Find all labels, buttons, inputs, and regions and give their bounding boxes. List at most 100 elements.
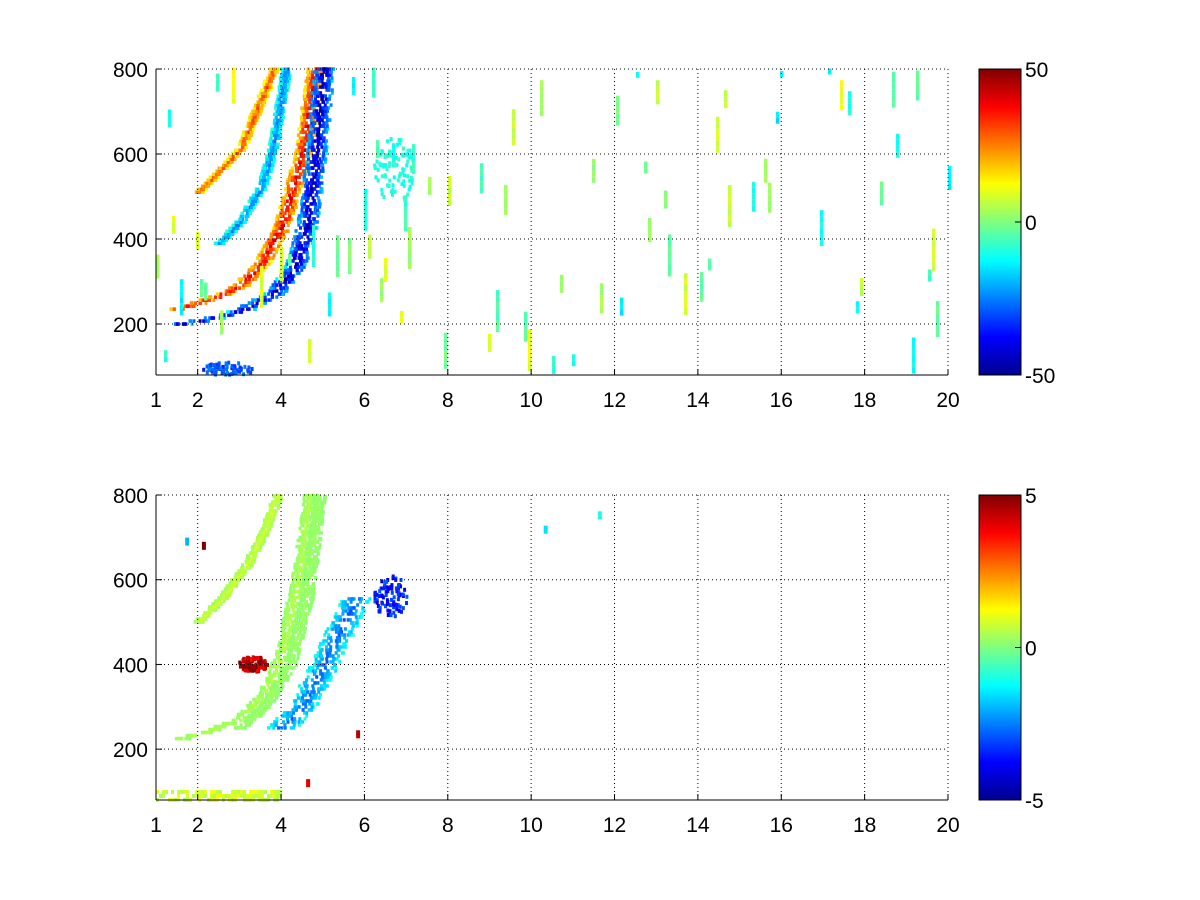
heatmap-cell xyxy=(225,229,229,233)
heatmap-cell xyxy=(317,498,320,502)
heatmap-cell xyxy=(231,292,235,296)
heatmap-cell xyxy=(310,202,314,206)
heatmap-cell xyxy=(303,205,307,209)
heatmap-cell xyxy=(198,298,202,302)
grid-lines xyxy=(156,68,949,375)
heatmap-cell xyxy=(312,100,316,104)
heatmap-cell xyxy=(226,157,230,161)
heatmap-cell xyxy=(319,672,323,676)
heatmap-cell xyxy=(263,85,267,89)
heatmap-cell xyxy=(309,127,312,131)
heatmap-cells xyxy=(156,67,952,377)
heatmap-cell xyxy=(301,627,305,631)
heatmap-cell xyxy=(287,187,290,191)
heatmap-cell xyxy=(312,525,316,529)
heatmap-cell xyxy=(319,693,322,697)
heatmap-cell xyxy=(289,247,293,251)
heatmap-cell xyxy=(281,202,285,206)
heatmap-cell xyxy=(311,172,315,176)
heatmap-cell xyxy=(384,258,388,264)
heatmap-cell xyxy=(390,189,393,194)
heatmap-cell xyxy=(270,676,274,681)
heatmap-cell xyxy=(298,544,301,549)
heatmap-cell xyxy=(316,100,320,104)
heatmap-cell xyxy=(269,664,272,669)
heatmap-cell xyxy=(280,264,284,271)
heatmap-cell xyxy=(315,73,319,77)
heatmap-cell xyxy=(318,495,322,499)
heatmap-cell xyxy=(283,274,287,278)
heatmap-cell xyxy=(543,525,548,534)
heatmap-cell xyxy=(892,101,896,108)
heatmap-cell xyxy=(300,211,304,215)
heatmap-cell xyxy=(284,283,288,287)
heatmap-cell xyxy=(244,668,248,673)
heatmap-cell xyxy=(309,124,313,128)
heatmap-cell xyxy=(220,316,224,323)
heatmap-cell xyxy=(306,97,310,101)
heatmap-cell xyxy=(304,223,308,227)
heatmap-cell xyxy=(285,616,289,621)
heatmap-cell xyxy=(323,666,327,670)
heatmap-cell xyxy=(266,76,270,80)
heatmap-cell xyxy=(304,579,308,583)
heatmap-cell xyxy=(224,721,228,726)
heatmap-cell xyxy=(249,133,253,137)
heatmap-cell xyxy=(384,270,388,276)
heatmap-cell xyxy=(291,574,295,579)
heatmap-cell xyxy=(257,268,261,272)
heatmap-cell xyxy=(300,550,304,555)
heatmap-cell xyxy=(267,298,271,302)
heatmap-cell xyxy=(314,211,318,215)
heatmap-cell xyxy=(298,136,302,140)
heatmap-cell xyxy=(273,118,277,122)
heatmap-cell xyxy=(279,100,283,104)
heatmap-cell xyxy=(248,115,252,119)
heatmap-cell xyxy=(316,504,320,508)
heatmap-cell xyxy=(616,107,620,114)
heatmap-cell xyxy=(285,601,289,606)
heatmap-cell xyxy=(202,319,206,323)
heatmap-cell xyxy=(572,360,576,367)
heatmap-cell xyxy=(312,519,316,523)
heatmap-cell xyxy=(341,651,345,655)
heatmap-cell xyxy=(286,181,290,185)
heatmap-cell xyxy=(316,549,320,553)
heatmap-cell xyxy=(488,333,492,340)
heatmap-cell xyxy=(296,571,300,576)
heatmap-cell xyxy=(528,329,532,336)
heatmap-cell xyxy=(290,175,294,179)
heatmap-cell xyxy=(284,280,288,284)
heatmap-cell xyxy=(302,496,306,501)
heatmap-cell xyxy=(293,565,297,570)
heatmap-cell xyxy=(302,130,306,134)
heatmap-cell xyxy=(312,106,316,110)
heatmap-cell xyxy=(281,238,285,242)
heatmap-cell xyxy=(298,717,302,721)
heatmap-cell xyxy=(238,280,242,284)
heatmap-cell xyxy=(209,611,213,615)
heatmap-cell xyxy=(291,583,295,588)
heatmap-cell xyxy=(386,600,390,604)
heatmap-cell xyxy=(308,702,312,706)
heatmap-cell xyxy=(272,690,276,694)
heatmap-cell xyxy=(192,319,196,323)
heatmap-cell xyxy=(275,500,279,504)
heatmap-cell xyxy=(306,94,310,98)
heatmap-cell xyxy=(379,152,383,157)
heatmap-cell xyxy=(318,109,322,113)
heatmap-cell xyxy=(274,136,278,140)
heatmap-cell xyxy=(328,292,332,299)
heatmap-cell xyxy=(396,597,400,602)
heatmap-cell xyxy=(311,130,315,134)
heatmap-cell xyxy=(318,660,322,664)
heatmap-cell xyxy=(270,76,274,80)
heatmap-cell xyxy=(256,271,260,275)
heatmap-cell xyxy=(302,499,306,504)
heatmap-cell xyxy=(307,169,311,173)
heatmap-cell xyxy=(286,643,290,648)
heatmap-cell xyxy=(444,350,448,357)
heatmap-cell xyxy=(249,563,253,567)
heatmap-cell xyxy=(306,612,310,616)
heatmap-cell xyxy=(312,564,315,568)
